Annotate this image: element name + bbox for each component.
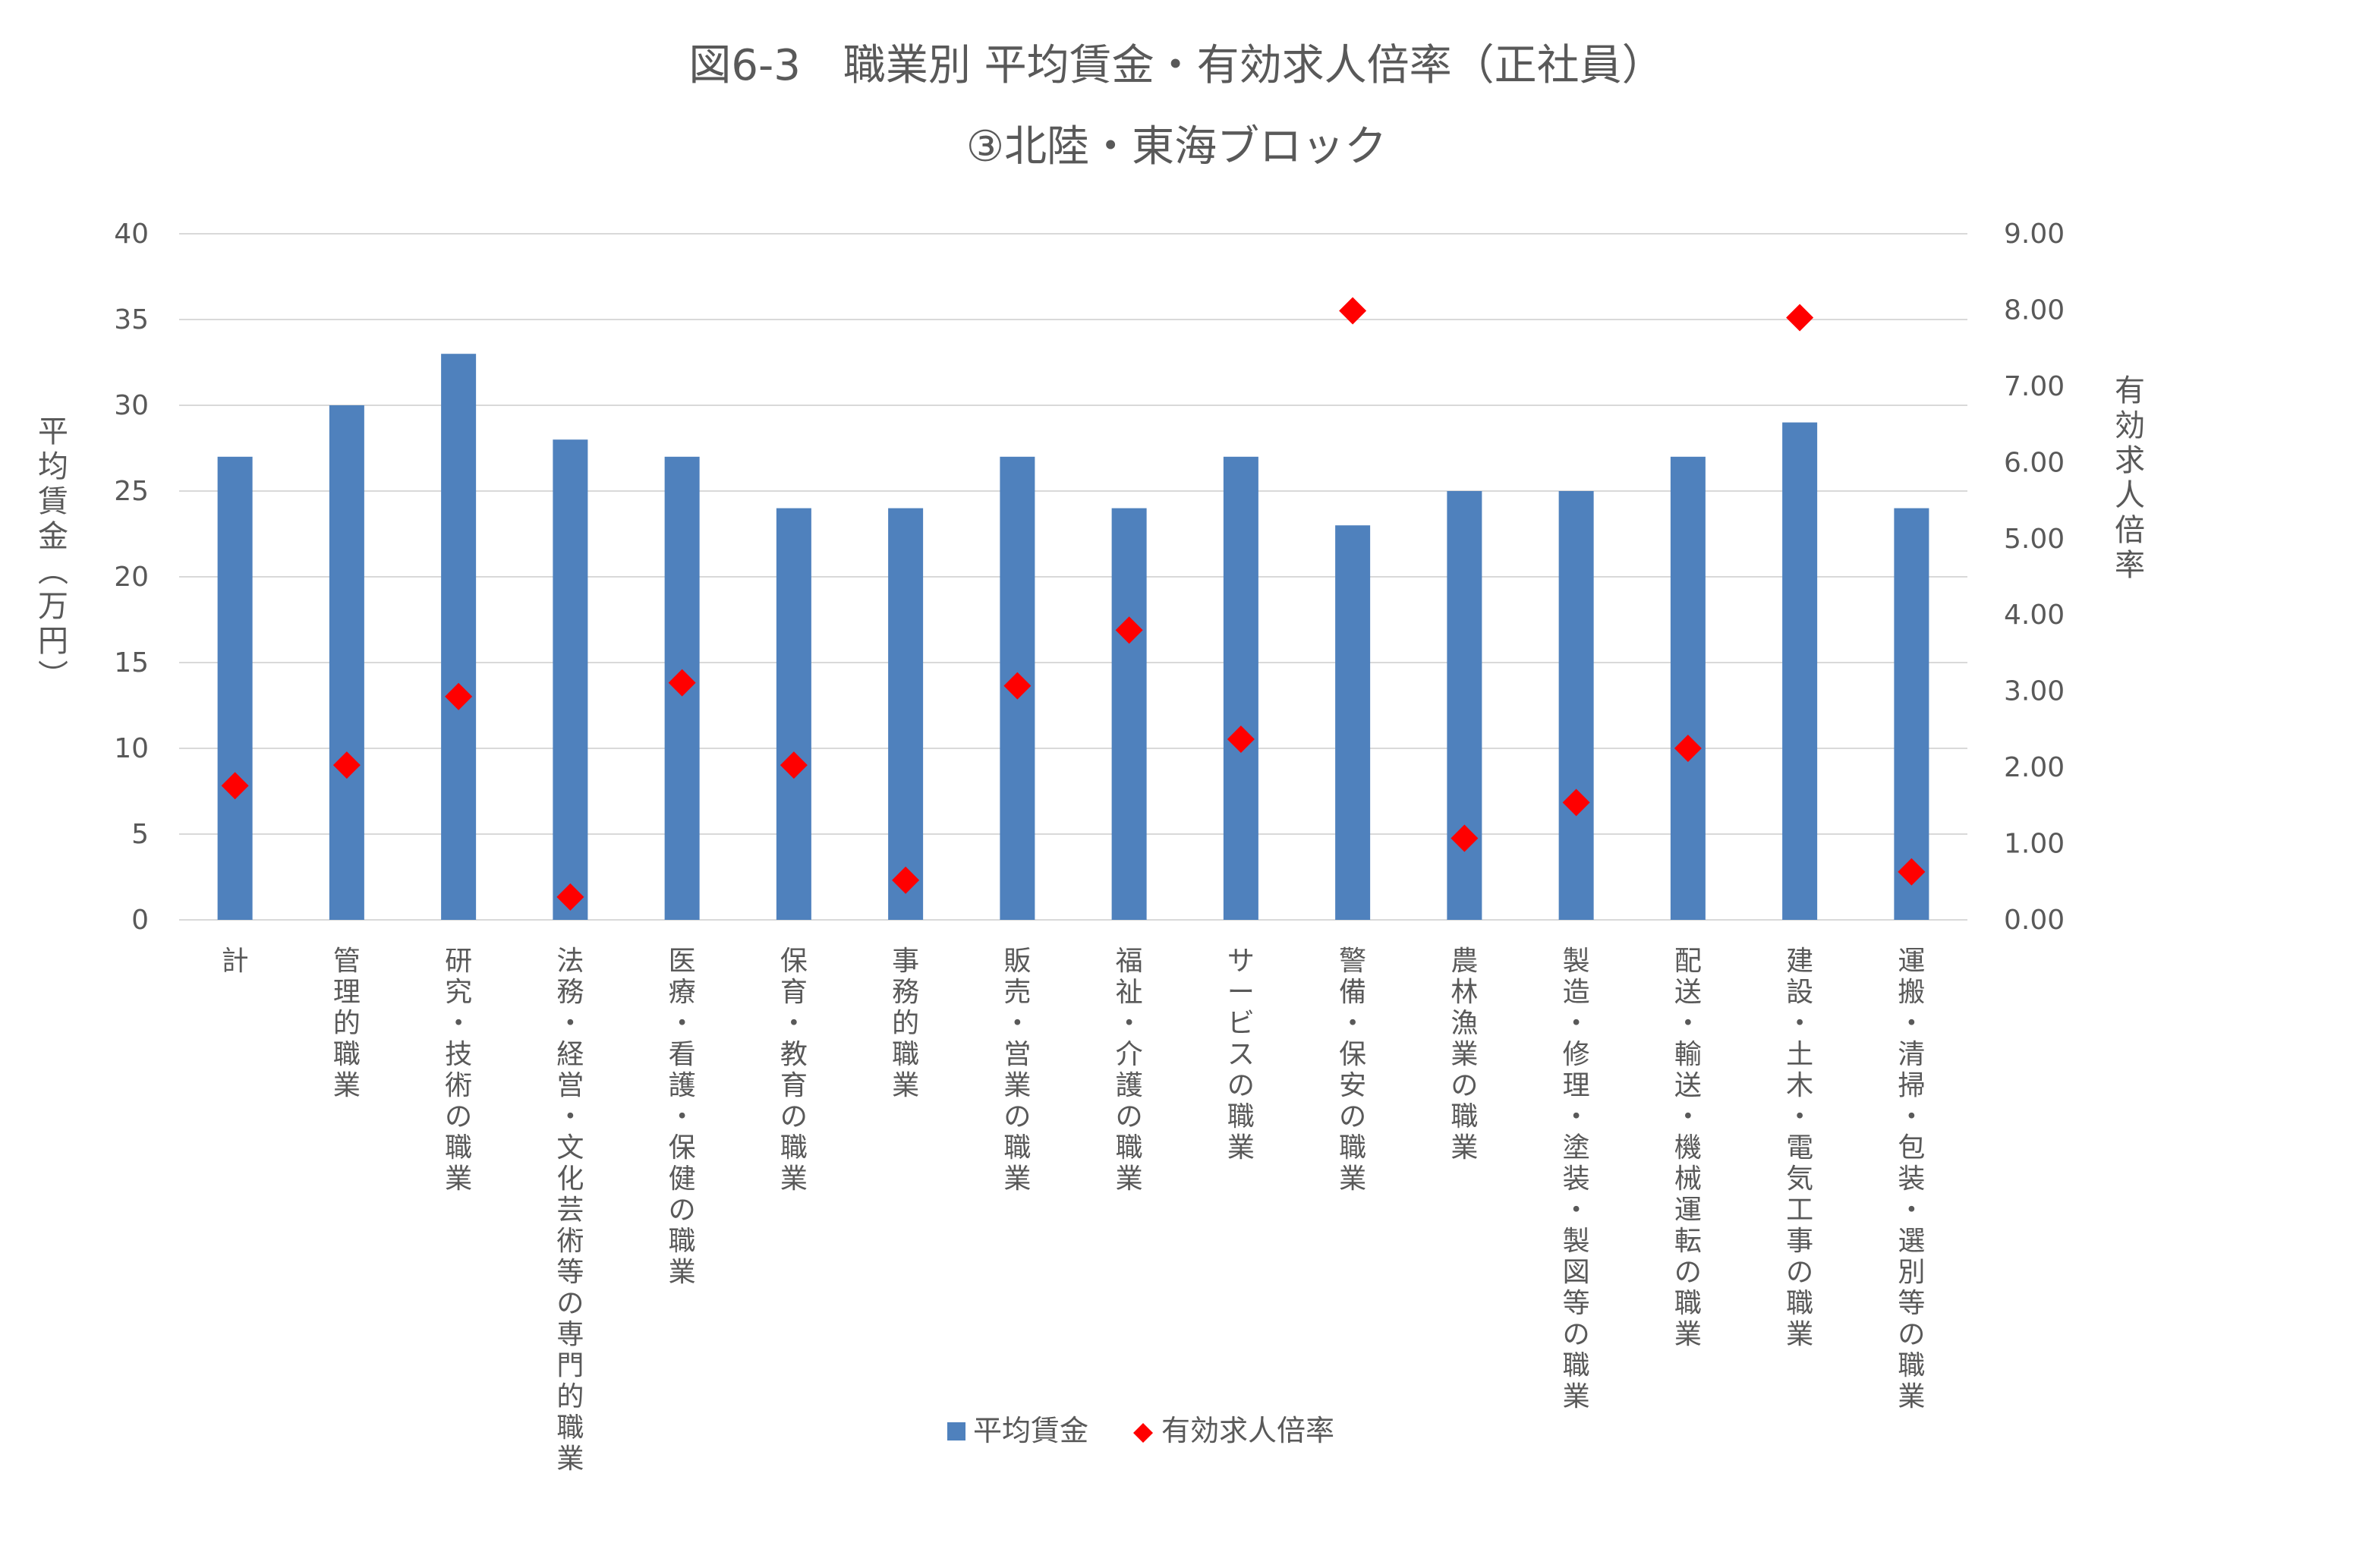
bar bbox=[776, 508, 811, 920]
y-tick-label: 15 bbox=[114, 647, 149, 679]
x-tick-label: 法務・経営・文化芸術等の専門的職業 bbox=[556, 946, 584, 1475]
scatter-point bbox=[221, 772, 249, 800]
x-tick-label: 研究・技術の職業 bbox=[445, 946, 472, 1195]
bar bbox=[1670, 456, 1706, 920]
x-tick-label: 製造・修理・塗装・製図等の職業 bbox=[1563, 946, 1590, 1412]
x-tick-label: 運搬・清掃・包装・選別等の職業 bbox=[1898, 946, 1925, 1412]
y2-tick-label: 8.00 bbox=[2004, 294, 2065, 326]
bar bbox=[1558, 491, 1594, 920]
category-labels: 計 管理的職業 研究・技術の職業 法務・経営・文化芸術等の専門的職業 医療・看護・保健の… bbox=[222, 946, 1926, 1475]
scatter-point bbox=[1674, 735, 1702, 762]
left-axis-ticks: 0 5 10 15 20 25 30 35 40 bbox=[114, 219, 149, 936]
y-tick-label: 10 bbox=[114, 733, 149, 764]
y2-tick-label: 7.00 bbox=[2004, 371, 2065, 402]
y-axis-title: 平均賃金︵万円︶ bbox=[38, 414, 68, 694]
scatter-point bbox=[1451, 824, 1479, 852]
x-tick-label: 建設・土木・電気工事の職業 bbox=[1786, 946, 1813, 1350]
legend-label: 平均賃金 bbox=[973, 1414, 1088, 1447]
scatter-point bbox=[892, 866, 920, 894]
left-axis-title: 平均賃金︵万円︶ bbox=[38, 414, 68, 694]
scatter-point bbox=[780, 751, 808, 779]
scatter-series bbox=[221, 297, 1926, 911]
gridlines bbox=[179, 233, 1967, 921]
y-tick-label: 20 bbox=[114, 562, 149, 593]
y2-tick-label: 9.00 bbox=[2004, 219, 2065, 250]
x-tick-label: 農林漁業の職業 bbox=[1451, 946, 1478, 1163]
right-axis-ticks: 0.00 1.00 2.00 3.00 4.00 5.00 6.00 7.00 8.00 9.00 bbox=[2004, 219, 2065, 936]
x-tick-label: 事務的職業 bbox=[892, 946, 919, 1101]
x-tick-label: 販売・営業の職業 bbox=[1003, 946, 1031, 1195]
y-tick-label: 5 bbox=[131, 819, 149, 850]
y2-tick-label: 2.00 bbox=[2004, 752, 2065, 783]
legend: 平均賃金 有効求人倍率 bbox=[947, 1414, 1334, 1447]
y2-tick-label: 6.00 bbox=[2004, 447, 2065, 478]
bar bbox=[1335, 525, 1371, 920]
bar bbox=[888, 508, 924, 920]
right-axis-title: 有効求人倍率 bbox=[2115, 373, 2145, 583]
y-tick-label: 25 bbox=[114, 476, 149, 507]
x-tick-label: 福祉・介護の職業 bbox=[1116, 946, 1143, 1195]
x-tick-label: 医療・看護・保健の職業 bbox=[669, 946, 696, 1288]
x-tick-label: サービスの職業 bbox=[1227, 946, 1255, 1163]
legend-swatch-marker bbox=[1133, 1423, 1153, 1443]
bar bbox=[1223, 456, 1258, 920]
bar bbox=[1447, 491, 1482, 920]
scatter-point bbox=[1898, 858, 1926, 886]
bar bbox=[553, 439, 588, 920]
x-tick-label: 保育・教育の職業 bbox=[780, 946, 808, 1195]
y2-axis-title: 有効求人倍率 bbox=[2115, 373, 2145, 583]
scatter-point bbox=[556, 883, 584, 911]
x-tick-label: 配送・輸送・機械運転の職業 bbox=[1674, 946, 1702, 1350]
legend-swatch-bar bbox=[947, 1422, 965, 1440]
y2-tick-label: 3.00 bbox=[2004, 676, 2065, 707]
bar bbox=[1782, 422, 1818, 920]
bar bbox=[441, 354, 477, 920]
bar bbox=[1894, 508, 1929, 920]
scatter-point bbox=[1786, 304, 1814, 332]
y-tick-label: 30 bbox=[114, 390, 149, 421]
bar-series bbox=[217, 354, 1929, 920]
scatter-point bbox=[1115, 616, 1143, 644]
scatter-point bbox=[1562, 789, 1590, 817]
scatter-point bbox=[668, 669, 696, 697]
scatter-point bbox=[1227, 725, 1255, 753]
legend-label: 有効求人倍率 bbox=[1161, 1414, 1334, 1447]
chart-title: 図6-3 職業別 平均賃金・有効求人倍率（正社員） bbox=[688, 41, 1664, 90]
bar bbox=[1111, 508, 1147, 920]
y2-tick-label: 4.00 bbox=[2004, 600, 2065, 631]
y-tick-label: 35 bbox=[114, 304, 149, 335]
bar bbox=[217, 456, 253, 920]
scatter-point bbox=[1339, 297, 1367, 325]
scatter-point bbox=[1003, 672, 1032, 700]
y2-tick-label: 1.00 bbox=[2004, 829, 2065, 860]
y2-tick-label: 5.00 bbox=[2004, 524, 2065, 555]
x-tick-label: 計 bbox=[222, 946, 249, 977]
bar bbox=[329, 405, 364, 920]
x-tick-label: 警備・保安の職業 bbox=[1339, 946, 1366, 1195]
scatter-point bbox=[332, 751, 361, 779]
chart-subtitle: ③北陸・東海ブロック bbox=[966, 122, 1387, 172]
y2-tick-label: 0.00 bbox=[2004, 905, 2065, 936]
scatter-point bbox=[445, 682, 473, 710]
y-tick-label: 40 bbox=[114, 219, 149, 250]
y-tick-label: 0 bbox=[131, 905, 149, 936]
x-tick-label: 管理的職業 bbox=[333, 946, 361, 1101]
